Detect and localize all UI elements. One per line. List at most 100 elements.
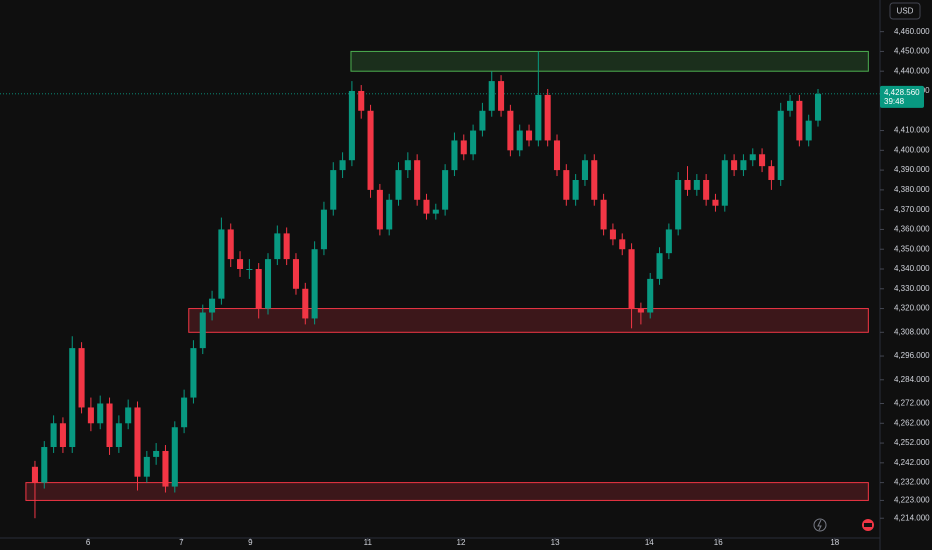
- candle-body: [749, 154, 756, 161]
- candle-body: [209, 298, 216, 313]
- candle-body: [814, 93, 822, 121]
- candle-body: [516, 130, 523, 151]
- zone: [350, 50, 869, 72]
- y-tick-label: 4,460.000: [894, 27, 930, 36]
- y-tick-label: 4,360.000: [894, 225, 930, 234]
- candle-body: [348, 90, 355, 161]
- y-tick-label: 4,380.000: [894, 185, 930, 194]
- currency-label: USD: [897, 7, 914, 16]
- x-tick-label: 12: [457, 538, 466, 547]
- candle-body: [488, 81, 495, 111]
- candle-body: [50, 423, 57, 448]
- candle-body: [581, 160, 588, 180]
- y-tick-label: 4,296.000: [894, 351, 930, 360]
- y-tick-label: 4,320.000: [894, 304, 930, 313]
- candle-body: [721, 160, 728, 206]
- candle-body: [414, 160, 421, 200]
- candle-body: [115, 423, 122, 448]
- y-tick-label: 4,214.000: [894, 513, 930, 522]
- candle-body: [376, 189, 383, 230]
- candle-body: [507, 110, 514, 151]
- candle-body: [498, 81, 505, 111]
- candle-body: [78, 348, 85, 408]
- candle-body: [479, 110, 486, 131]
- zone: [25, 482, 869, 501]
- countdown-label: 39:48: [884, 97, 905, 106]
- x-tick-label: 16: [714, 538, 723, 547]
- candle-body: [134, 407, 141, 477]
- candle-body: [31, 466, 38, 483]
- candle-body: [320, 209, 327, 250]
- candle-body: [358, 90, 365, 111]
- y-tick-label: 4,330.000: [894, 284, 930, 293]
- candle-body: [423, 199, 430, 214]
- candle-body: [227, 229, 234, 260]
- candle-body: [190, 348, 197, 398]
- candle-body: [731, 160, 738, 171]
- candle-body: [153, 450, 160, 457]
- y-tick-label: 4,232.000: [894, 478, 930, 487]
- candle-body: [162, 450, 169, 487]
- y-tick-label: 4,308.000: [894, 327, 930, 336]
- candle-body: [199, 312, 206, 349]
- x-tick-label: 18: [830, 538, 839, 547]
- alert-icon[interactable]: [862, 519, 874, 531]
- candle-body: [264, 259, 272, 309]
- candle-body: [451, 140, 458, 171]
- candle-body: [97, 403, 104, 424]
- candle-body: [274, 233, 281, 260]
- candle-body: [563, 170, 570, 200]
- y-tick-label: 4,400.000: [894, 145, 930, 154]
- candle-body: [591, 160, 598, 200]
- candle-body: [684, 179, 691, 190]
- candle-body: [59, 423, 66, 448]
- candle-body: [637, 308, 644, 313]
- candle-body: [777, 110, 784, 180]
- y-tick-label: 4,242.000: [894, 458, 930, 467]
- candle-body: [553, 140, 561, 171]
- y-tick-label: 4,350.000: [894, 244, 930, 253]
- candle-body: [367, 110, 374, 190]
- candle-body: [302, 288, 309, 319]
- candle-body: [768, 166, 775, 180]
- candle-body: [395, 170, 402, 200]
- y-tick-label: 4,340.000: [894, 264, 930, 273]
- candle-body: [442, 170, 449, 210]
- candle-body: [404, 160, 411, 171]
- candle-body: [41, 447, 48, 483]
- candle-body: [619, 239, 626, 250]
- y-tick-label: 4,252.000: [894, 438, 930, 447]
- y-tick-label: 4,284.000: [894, 375, 930, 384]
- last-price-label: 4,428.560: [884, 88, 920, 97]
- zone: [188, 308, 869, 333]
- candle-body: [171, 427, 178, 487]
- candle-body: [386, 199, 393, 230]
- candle-body: [544, 94, 551, 141]
- candle-body: [125, 407, 132, 424]
- candle-body: [330, 170, 337, 210]
- candle-body: [759, 154, 766, 167]
- candle-body: [460, 140, 467, 155]
- candle-body: [535, 94, 542, 141]
- candle-body: [572, 179, 579, 200]
- last-price-box: [880, 85, 924, 108]
- candle-body: [339, 160, 346, 171]
- x-tick-label: 6: [86, 538, 91, 547]
- candle-body: [237, 259, 244, 269]
- candle-body: [470, 130, 477, 155]
- x-tick-label: 13: [551, 538, 560, 547]
- y-tick-label: 4,440.000: [894, 66, 930, 75]
- candle-body: [283, 233, 290, 260]
- y-tick-label: 4,450.000: [894, 47, 930, 56]
- candle-body: [740, 160, 747, 171]
- plot-area: [0, 50, 880, 519]
- x-tick-label: 14: [645, 538, 654, 547]
- currency-box[interactable]: [889, 2, 921, 20]
- x-tick-label: 7: [179, 538, 184, 547]
- candle-body: [255, 269, 262, 309]
- candle-body: [218, 229, 225, 299]
- candle-body: [609, 229, 616, 240]
- replay-icon[interactable]: [813, 518, 827, 532]
